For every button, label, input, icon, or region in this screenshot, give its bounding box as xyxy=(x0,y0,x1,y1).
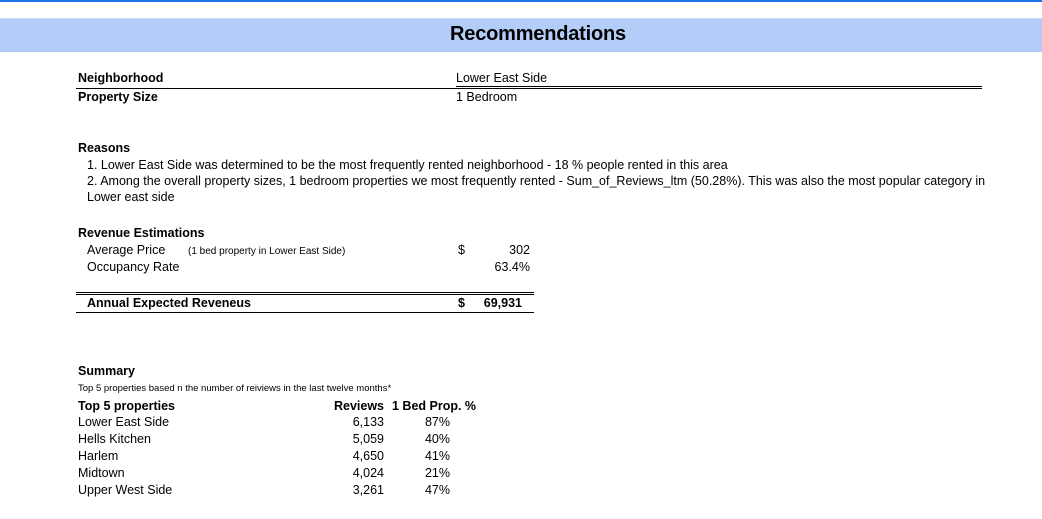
row-neighborhood: Lower East Side xyxy=(78,415,170,429)
table-header-reviews: Reviews xyxy=(333,399,384,413)
average-price-note: (1 bed property in Lower East Side) xyxy=(188,246,346,257)
annual-currency-symbol: $ xyxy=(458,296,465,310)
reason-item: 1. Lower East Side was determined to be … xyxy=(87,158,728,172)
annual-revenue-label: Annual Expected Reveneus xyxy=(87,296,251,310)
row-neighborhood: Upper West Side xyxy=(78,483,173,497)
table-header-properties: Top 5 properties xyxy=(78,399,176,413)
row-neighborhood: Hells Kitchen xyxy=(78,432,151,446)
row-reviews: 6,133 xyxy=(352,415,384,429)
annual-revenue-value: 69,931 xyxy=(483,296,522,310)
property-size-value: 1 Bedroom xyxy=(456,90,518,104)
row-reviews: 4,650 xyxy=(352,449,384,463)
table-header-bed-percent: 1 Bed Prop. % xyxy=(392,399,477,413)
row-bed-percent: 21% xyxy=(424,466,450,480)
average-price-label: Average Price xyxy=(87,243,166,257)
annual-double-rule xyxy=(76,292,534,295)
occupancy-rate-value: 63.4% xyxy=(494,260,530,274)
annual-bottom-rule xyxy=(76,312,534,313)
row-bed-percent: 40% xyxy=(424,432,450,446)
neighborhood-value: Lower East Side xyxy=(456,71,548,85)
row-bed-percent: 87% xyxy=(424,415,450,429)
title-banner: Recommendations xyxy=(0,18,1042,52)
reasons-heading: Reasons xyxy=(78,141,131,155)
row-reviews: 3,261 xyxy=(352,483,384,497)
occupancy-rate-label: Occupancy Rate xyxy=(87,260,180,274)
property-size-label: Property Size xyxy=(78,90,158,104)
average-price-value: 302 xyxy=(509,243,530,257)
row-reviews: 4,024 xyxy=(352,466,384,480)
row-bed-percent: 41% xyxy=(424,449,450,463)
row-reviews: 5,059 xyxy=(352,432,384,446)
details-double-rule xyxy=(456,86,982,89)
neighborhood-label: Neighborhood xyxy=(78,71,164,85)
summary-heading: Summary xyxy=(78,364,135,378)
top-accent-line xyxy=(0,0,1042,2)
row-neighborhood: Midtown xyxy=(78,466,125,480)
summary-subtitle: Top 5 properties based n the number of r… xyxy=(78,383,392,394)
reason-item: 2. Among the overall property sizes, 1 b… xyxy=(87,174,986,204)
currency-symbol: $ xyxy=(458,243,465,257)
row-bed-percent: 47% xyxy=(424,483,450,497)
page-title: Recommendations xyxy=(450,23,626,45)
row-neighborhood: Harlem xyxy=(78,449,119,463)
revenue-heading: Revenue Estimations xyxy=(78,226,205,240)
